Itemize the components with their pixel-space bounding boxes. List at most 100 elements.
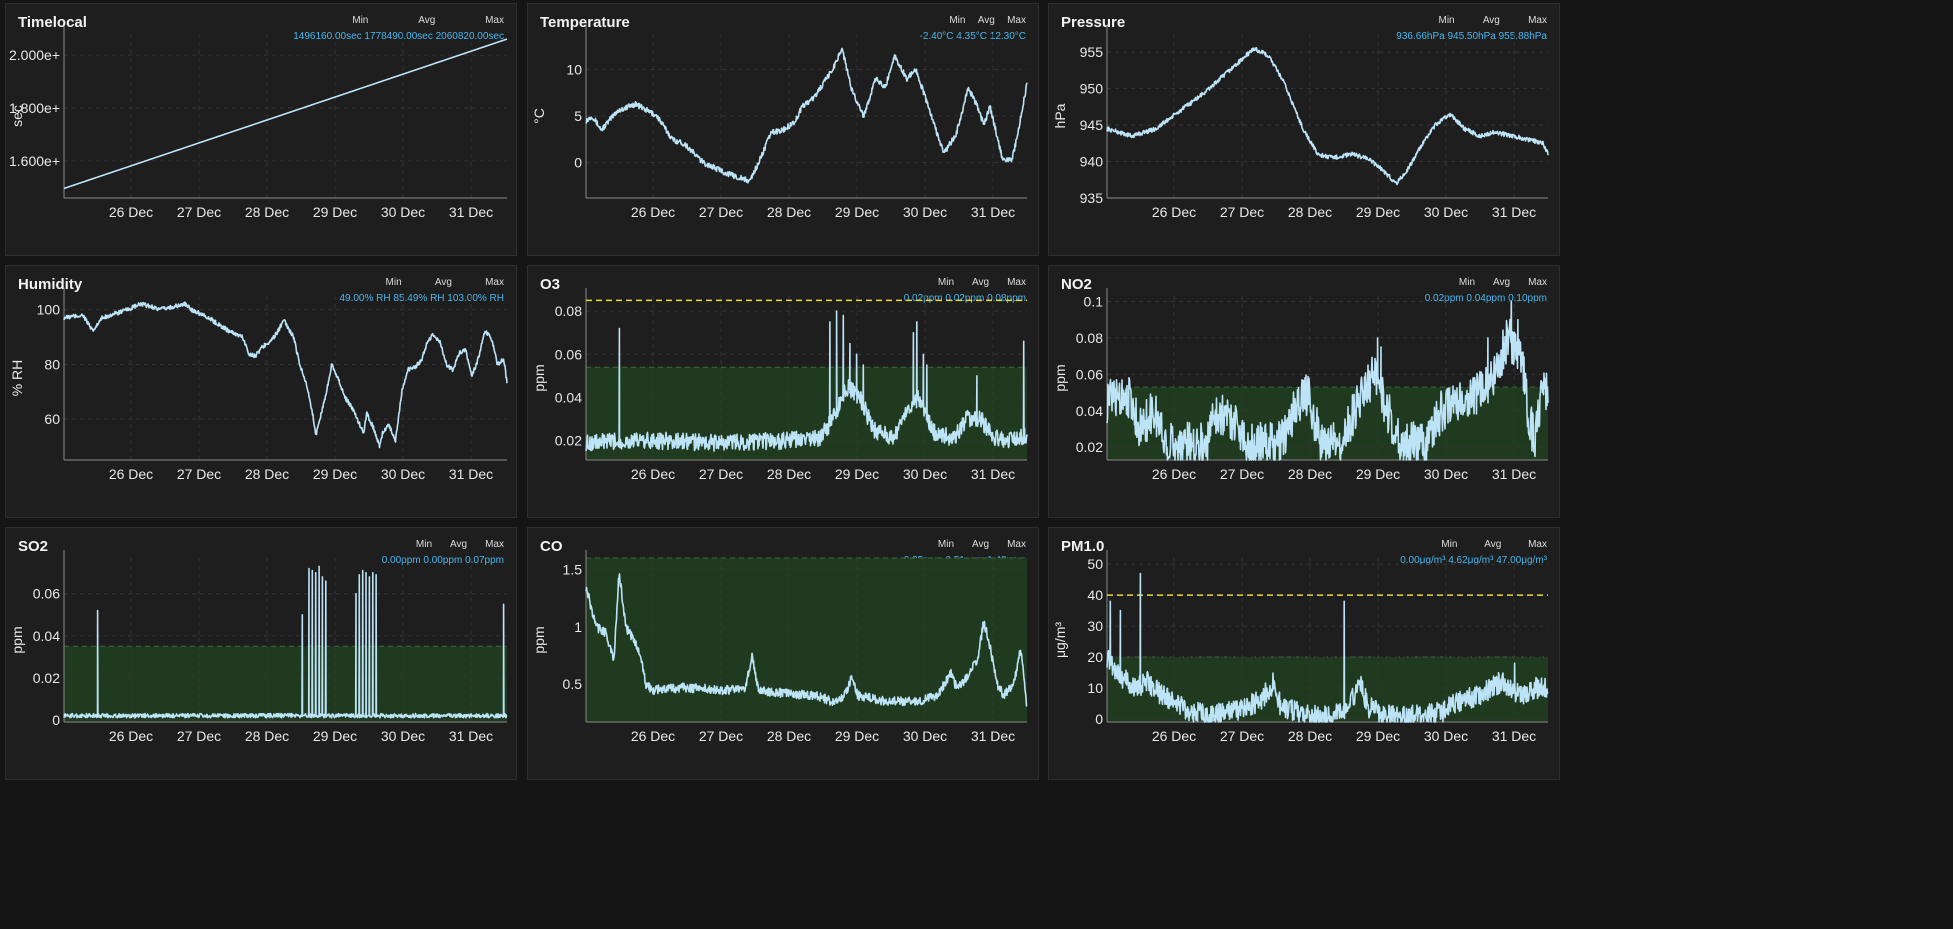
stat-header-min: Min bbox=[1438, 15, 1455, 26]
x-tick-label: 29 Dec bbox=[313, 466, 357, 482]
series-line-pressure bbox=[1106, 47, 1549, 186]
stat-header-min: Min bbox=[937, 539, 955, 550]
panel-no2: NO2 Min Avg Max 0.02ppm 0.04ppm 0.10ppm 26 De… bbox=[1048, 265, 1560, 518]
y-tick-label: 0.02 bbox=[33, 670, 60, 686]
stat-header-max: Max bbox=[1528, 15, 1547, 26]
y-tick-label: 2.000e+ bbox=[9, 47, 60, 63]
x-tick-label: 30 Dec bbox=[381, 728, 425, 744]
chart-pressure: 26 Dec 27 Dec 28 Dec 29 Dec 30 Dec 31 Dec 935 9… bbox=[1052, 26, 1549, 220]
y-tick-label: 0.02 bbox=[1076, 439, 1103, 455]
y-tick-label: 0.08 bbox=[1076, 330, 1103, 346]
stat-values: 936.66hPa 945.50hPa 955.88hPa bbox=[1396, 31, 1547, 42]
y-tick-label: 0 bbox=[574, 155, 582, 171]
stat-values: 0.02ppm 0.04ppm 0.10ppm bbox=[1424, 293, 1547, 304]
x-tick-label: 28 Dec bbox=[245, 728, 289, 744]
panel-so2: SO2 Min Avg Max 0.00ppm 0.00ppm 0.07ppm 26 De… bbox=[5, 527, 517, 780]
x-tick-label: 26 Dec bbox=[631, 204, 675, 220]
series-line-timelocal bbox=[63, 38, 508, 190]
series-line-humidity bbox=[63, 301, 508, 449]
y-tick-label: 0.1 bbox=[1084, 293, 1104, 309]
x-tick-label: 27 Dec bbox=[1220, 728, 1264, 744]
stat-header-avg: Avg bbox=[1493, 277, 1511, 288]
chart-title: PM1.0 bbox=[1061, 538, 1105, 555]
x-tick-label: 26 Dec bbox=[1152, 466, 1196, 482]
y-tick-label: 80 bbox=[44, 356, 60, 372]
x-tick-label: 26 Dec bbox=[1152, 204, 1196, 220]
y-tick-label: 945 bbox=[1080, 117, 1104, 133]
stat-header-avg: Avg bbox=[972, 539, 990, 550]
x-tick-label: 31 Dec bbox=[1492, 728, 1536, 744]
x-tick-label: 29 Dec bbox=[835, 466, 879, 482]
stat-header-min: Min bbox=[385, 277, 402, 288]
stat-header-max: Max bbox=[1007, 539, 1026, 550]
y-axis-label: sec bbox=[9, 105, 25, 127]
x-tick-label: 27 Dec bbox=[177, 204, 221, 220]
stat-header-avg: Avg bbox=[977, 15, 995, 26]
chart-title: CO bbox=[540, 538, 563, 555]
series-line-o3 bbox=[585, 310, 1028, 452]
x-tick-label: 29 Dec bbox=[1356, 204, 1400, 220]
x-tick-label: 26 Dec bbox=[109, 204, 153, 220]
stats-summary: Min Avg Max 0.00μg/m³ 4.62μg/m³ 47.00μg/m³ bbox=[1400, 539, 1547, 566]
stats-summary: Min Avg Max 936.66hPa 945.50hPa 955.88hPa bbox=[1396, 15, 1547, 42]
series-line-pm1 bbox=[1106, 572, 1549, 723]
stat-header-min: Min bbox=[415, 539, 433, 550]
stat-values: -2.40°C 4.35°C 12.30°C bbox=[919, 31, 1027, 42]
series-line-temperature bbox=[585, 47, 1028, 184]
stat-header-min: Min bbox=[1441, 539, 1458, 550]
stat-header-avg: Avg bbox=[418, 15, 436, 26]
chart-title: NO2 bbox=[1061, 276, 1092, 293]
panel-pm1: PM1.0 Min Avg Max 0.00μg/m³ 4.62μg/m³ 47.00μ… bbox=[1048, 527, 1560, 780]
y-tick-label: 10 bbox=[566, 61, 582, 77]
y-axis-label: ppm bbox=[531, 626, 547, 653]
y-tick-label: 940 bbox=[1080, 154, 1104, 170]
y-tick-label: 1.5 bbox=[563, 561, 583, 577]
panel-co: COMinAvgMax0.25ppm 0.51ppm 1.48ppm26 Dec… bbox=[527, 527, 1039, 780]
x-tick-label: 29 Dec bbox=[313, 204, 357, 220]
stat-header-min: Min bbox=[352, 15, 369, 26]
stat-values: 0.00ppm 0.00ppm 0.07ppm bbox=[381, 555, 504, 566]
chart-o3: 26 Dec 27 Dec 28 Dec 29 Dec 30 Dec 31 Dec 0.02… bbox=[531, 288, 1028, 482]
y-tick-label: 40 bbox=[1087, 587, 1103, 603]
x-tick-label: 31 Dec bbox=[971, 728, 1015, 744]
panel-humidity: Humidity Min Avg Max 49.00% RH 85.49% RH 103… bbox=[5, 265, 517, 518]
chart-title: Humidity bbox=[18, 276, 83, 293]
x-tick-label: 26 Dec bbox=[631, 466, 675, 482]
y-tick-label: 0.04 bbox=[33, 628, 60, 644]
stat-header-avg: Avg bbox=[1484, 539, 1502, 550]
chart-so2: 26 Dec 27 Dec 28 Dec 29 Dec 30 Dec 31 Dec 0 0.0… bbox=[9, 550, 508, 744]
chart-timelocal: 26 Dec 27 Dec 28 Dec 29 Dec 30 Dec 31 Dec 1.60… bbox=[9, 26, 508, 220]
x-tick-label: 27 Dec bbox=[1220, 204, 1264, 220]
y-tick-label: 0 bbox=[52, 712, 60, 728]
stat-header-avg: Avg bbox=[972, 277, 990, 288]
x-tick-label: 31 Dec bbox=[971, 204, 1015, 220]
stats-summary: Min Avg Max 49.00% RH 85.49% RH 103.00% RH bbox=[339, 277, 504, 304]
stat-header-min: Min bbox=[1458, 277, 1476, 288]
y-tick-label: 1.600e+ bbox=[9, 153, 60, 169]
y-tick-label: 950 bbox=[1080, 81, 1104, 97]
x-tick-label: 28 Dec bbox=[245, 204, 289, 220]
stat-header-min: Min bbox=[949, 15, 966, 26]
y-tick-label: 0.06 bbox=[555, 346, 582, 362]
series-line-co bbox=[585, 573, 1028, 707]
threshold-zone bbox=[64, 646, 507, 722]
stat-header-max: Max bbox=[485, 539, 504, 550]
chart-title: Pressure bbox=[1061, 14, 1126, 31]
chart-title: SO2 bbox=[18, 538, 49, 555]
y-tick-label: 0.5 bbox=[563, 676, 583, 692]
y-tick-label: 60 bbox=[44, 411, 60, 427]
x-tick-label: 29 Dec bbox=[835, 728, 879, 744]
x-tick-label: 26 Dec bbox=[1152, 728, 1196, 744]
x-tick-label: 27 Dec bbox=[1220, 466, 1264, 482]
y-tick-label: 935 bbox=[1080, 190, 1104, 206]
y-tick-label: 0.08 bbox=[555, 303, 582, 319]
y-tick-label: 0.06 bbox=[33, 586, 60, 602]
stat-header-max: Max bbox=[485, 277, 504, 288]
y-axis-label: ppm bbox=[9, 626, 25, 653]
chart-humidity: 26 Dec 27 Dec 28 Dec 29 Dec 30 Dec 31 Dec 60 80… bbox=[9, 288, 508, 482]
x-tick-label: 30 Dec bbox=[1424, 728, 1468, 744]
panel-o3: O3 Min Avg Max 0.02ppm 0.02ppm 0.08ppm 26 Dec… bbox=[527, 265, 1039, 518]
x-tick-label: 26 Dec bbox=[631, 728, 675, 744]
x-tick-label: 28 Dec bbox=[1288, 728, 1332, 744]
stats-summary: Min Avg Max 0.02ppm 0.02ppm 0.08ppm bbox=[904, 277, 1026, 304]
